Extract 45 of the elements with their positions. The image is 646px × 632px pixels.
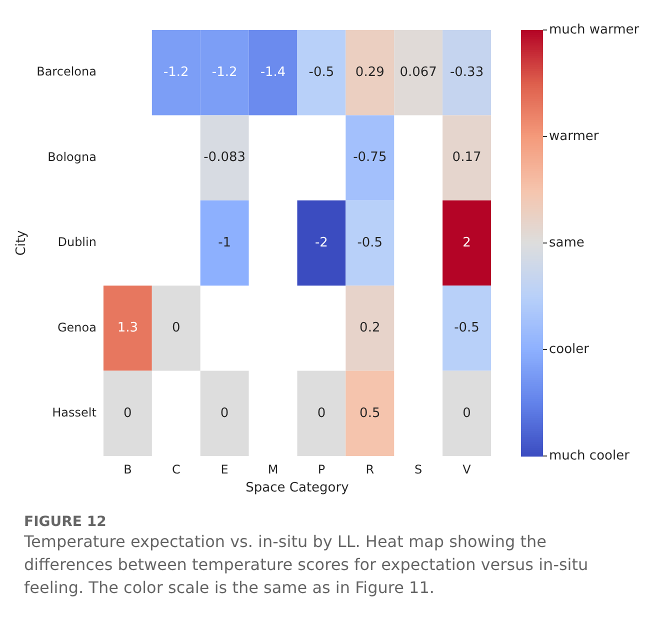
caption: FIGURE 12 (24, 514, 108, 530)
data-label: 0.5 (360, 406, 380, 421)
data-label: 0.17 (452, 150, 482, 166)
y-axis-title: City (14, 230, 30, 256)
data-label: 0 (220, 406, 229, 421)
data-label: 0 (462, 406, 471, 421)
color-bar-label: warmer (549, 128, 600, 144)
x-tick-label: B (124, 462, 132, 476)
x-tick-label: R (366, 462, 374, 476)
x-tick-label: M (268, 462, 278, 476)
x-tick-label: S (414, 462, 422, 476)
data-label: 0 (124, 406, 132, 421)
data-label: -0.5 (357, 235, 383, 250)
y-tick-label: Barcelona (36, 64, 96, 79)
x-tick-label: E (220, 462, 228, 476)
data-label: 2 (462, 235, 471, 250)
data-label: -1.2 (212, 64, 238, 80)
y-tick-label: Hasselt (52, 406, 97, 420)
data-label: -1.2 (163, 64, 189, 80)
color-bar-label: much warmer (549, 22, 640, 38)
text: Temperature expectation vs. in-situ by LL. Heat map showing the differences between temperature scores for expectation versus in-situ feeling. The color scale is the same as in Figure 11. (24, 531, 590, 599)
color-bar-label: much cooler (549, 448, 630, 464)
color-bar-label: same (549, 235, 584, 250)
data-label: 0.067 (400, 64, 437, 80)
x-tick-label: P (318, 462, 326, 476)
color-bar-label: cooler (549, 342, 590, 357)
data-label: -1.4 (260, 64, 286, 80)
x-axis-title: Space Category (246, 480, 350, 496)
data-label: -0.5 (454, 320, 480, 336)
data-label: -0.33 (450, 64, 484, 80)
y-tick-label: Bologna (48, 150, 96, 164)
data-label: -0.75 (353, 150, 387, 166)
data-label: -1 (218, 235, 232, 250)
data-label: -2 (314, 235, 328, 250)
data-label: 0.2 (360, 320, 380, 336)
data-label: 0.29 (355, 64, 384, 80)
data-label: 0 (317, 406, 326, 421)
y-tick-label: Genoa (57, 320, 96, 334)
data-label: -0.083 (204, 150, 246, 166)
data-label: 1.3 (117, 320, 138, 336)
data-label: 0 (172, 320, 180, 336)
x-tick-label: V (462, 462, 472, 476)
data-label: -0.5 (308, 64, 334, 80)
x-tick-label: C (172, 462, 180, 476)
y-tick-label: Dublin (58, 235, 96, 250)
